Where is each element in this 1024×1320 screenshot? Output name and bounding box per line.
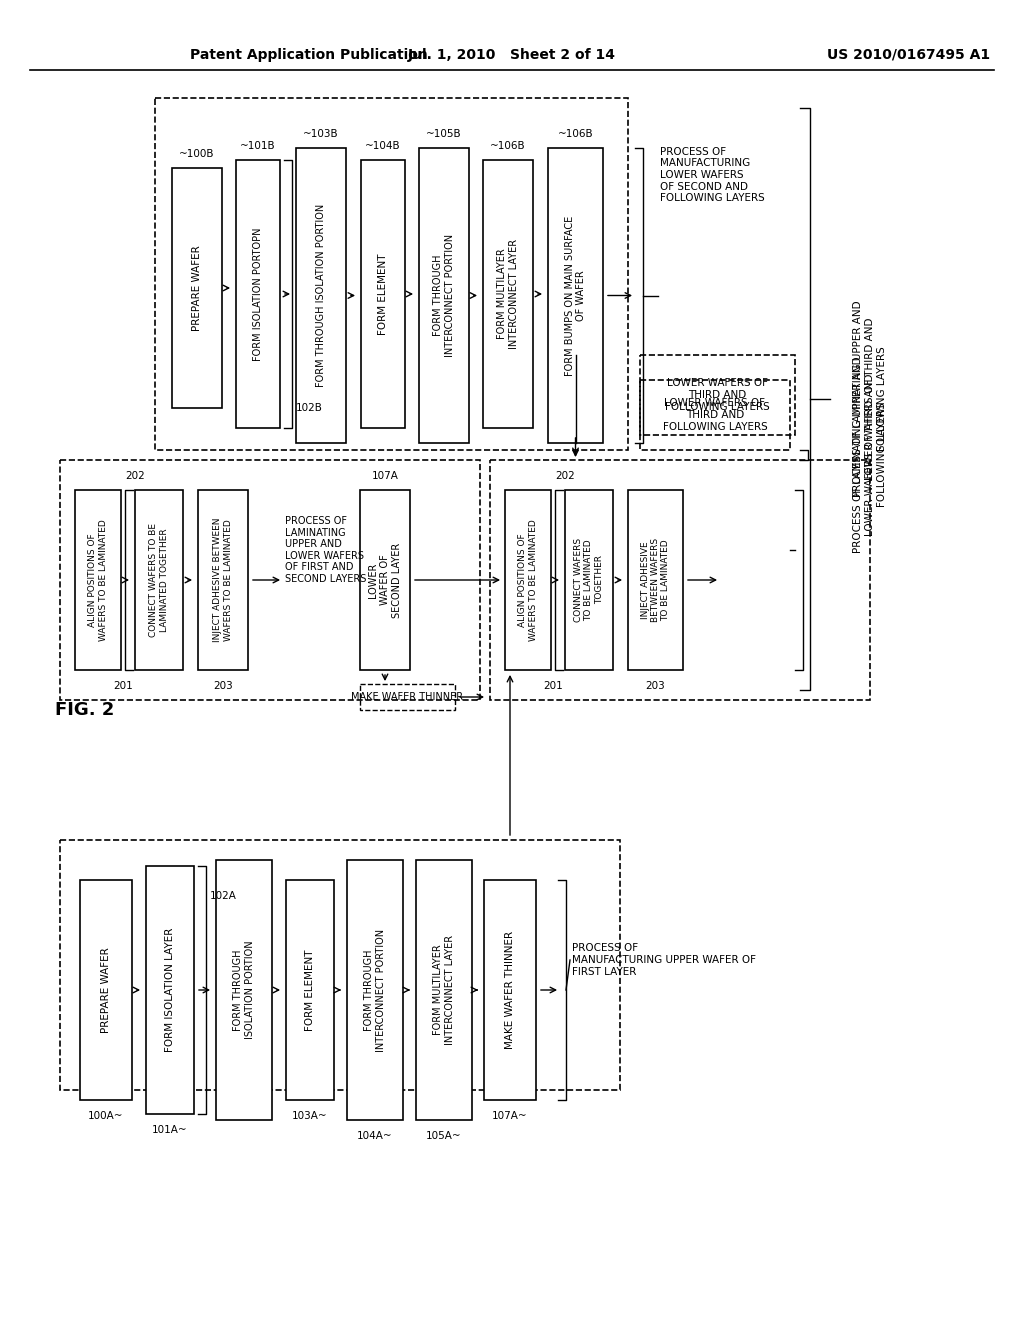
Bar (198, 490, 248, 671)
Text: 202: 202 (125, 471, 144, 480)
Text: FORM MULTILAYER
INTERCONNECT LAYER: FORM MULTILAYER INTERCONNECT LAYER (433, 935, 455, 1045)
Bar (565, 490, 613, 671)
Text: FORM THROUGH
INTERCONNECT PORTION: FORM THROUGH INTERCONNECT PORTION (433, 234, 455, 358)
Bar (416, 861, 472, 1119)
Text: ~104B: ~104B (366, 141, 400, 150)
Text: 107A: 107A (372, 471, 398, 480)
Text: US 2010/0167495 A1: US 2010/0167495 A1 (826, 48, 990, 62)
Text: 201: 201 (114, 681, 133, 690)
Text: ALIGN POSITIONS OF
WAFERS TO BE LAMINATED: ALIGN POSITIONS OF WAFERS TO BE LAMINATE… (518, 519, 538, 642)
Bar (548, 148, 603, 444)
Bar (361, 160, 406, 428)
Text: INJECT ADHESIVE BETWEEN
WAFERS TO BE LAMINATED: INJECT ADHESIVE BETWEEN WAFERS TO BE LAM… (213, 517, 232, 643)
Text: FORM THROUGH
ISOLATION PORTION: FORM THROUGH ISOLATION PORTION (233, 941, 255, 1039)
Text: 101A~: 101A~ (153, 1125, 187, 1135)
Bar (505, 490, 551, 671)
Bar (347, 861, 403, 1119)
Bar (172, 168, 222, 408)
Text: ~106B: ~106B (558, 129, 593, 139)
Bar (360, 490, 410, 671)
Text: FIG. 2: FIG. 2 (55, 701, 115, 719)
Text: INJECT ADHESIVE
BETWEEN WAFERS
TO BE LAMINATED: INJECT ADHESIVE BETWEEN WAFERS TO BE LAM… (641, 539, 671, 622)
Text: 201: 201 (544, 681, 563, 690)
Text: MAKE WAFER THINNER: MAKE WAFER THINNER (505, 931, 515, 1049)
Text: 107A~: 107A~ (493, 1111, 527, 1121)
Bar (490, 459, 870, 700)
Text: Patent Application Publication: Patent Application Publication (190, 48, 428, 62)
Text: 100A~: 100A~ (88, 1111, 124, 1121)
Bar (135, 490, 183, 671)
Text: FORM ELEMENT: FORM ELEMENT (305, 949, 315, 1031)
Text: PROCESS OF
MANUFACTURING
LOWER WAFERS
OF SECOND AND
FOLLOWING LAYERS: PROCESS OF MANUFACTURING LOWER WAFERS OF… (660, 147, 765, 203)
Bar (216, 861, 272, 1119)
Text: FORM ISOLATION LAYER: FORM ISOLATION LAYER (165, 928, 175, 1052)
Text: FORM ISOLATION PORTOPN: FORM ISOLATION PORTOPN (253, 227, 263, 360)
Bar (419, 148, 469, 444)
Bar (640, 380, 790, 450)
Text: ~103B: ~103B (303, 129, 339, 139)
Bar (60, 459, 480, 700)
Bar (640, 355, 795, 436)
Text: Jul. 1, 2010   Sheet 2 of 14: Jul. 1, 2010 Sheet 2 of 14 (408, 48, 616, 62)
Text: PROCESS OF
LAMINATING
UPPER AND
LOWER WAFERS
OF FIRST AND
SECOND LAYERS: PROCESS OF LAMINATING UPPER AND LOWER WA… (285, 516, 367, 583)
Bar (628, 490, 683, 671)
Text: ALIGN POSITIONS OF
WAFERS TO BE LAMINATED: ALIGN POSITIONS OF WAFERS TO BE LAMINATE… (88, 519, 108, 642)
Bar (146, 866, 194, 1114)
Bar (155, 98, 628, 450)
Text: PROCESS OF LAMINATING UPPER AND
LOWER WAFERS OF THIRD AND
FOLLOWING LAYERS: PROCESS OF LAMINATING UPPER AND LOWER WA… (853, 301, 887, 498)
Text: PROCESS OF LAMINATING UPPER AND
LOWER WAFERS OF THIRD AND
FOLLOWING LAYERS: PROCESS OF LAMINATING UPPER AND LOWER WA… (853, 356, 887, 553)
Text: ~101B: ~101B (241, 141, 275, 150)
Bar (75, 490, 121, 671)
Bar (484, 880, 536, 1100)
Text: CONNECT WAFERS TO BE
LAMINATED TOGETHER: CONNECT WAFERS TO BE LAMINATED TOGETHER (150, 523, 169, 638)
Text: FORM ELEMENT: FORM ELEMENT (378, 253, 388, 335)
Text: FORM BUMPS ON MAIN SURFACE
OF WAFER: FORM BUMPS ON MAIN SURFACE OF WAFER (564, 215, 587, 376)
Bar (80, 880, 132, 1100)
Text: ~105B: ~105B (426, 129, 462, 139)
Text: 102B: 102B (296, 403, 323, 413)
Bar (296, 148, 346, 444)
Text: CONNECT WAFERS
TO BE LAMINATED
TOGETHER: CONNECT WAFERS TO BE LAMINATED TOGETHER (574, 539, 604, 622)
Bar (286, 880, 334, 1100)
Text: FORM MULTILAYER
INTERCONNECT LAYER: FORM MULTILAYER INTERCONNECT LAYER (498, 239, 519, 348)
Text: FORM THROUGH
INTERCONNECT PORTION: FORM THROUGH INTERCONNECT PORTION (365, 928, 386, 1052)
Text: LOWER
WAFER OF
SECOND LAYER: LOWER WAFER OF SECOND LAYER (369, 543, 401, 618)
Text: 104A~: 104A~ (357, 1131, 393, 1140)
Text: 203: 203 (213, 681, 232, 690)
Text: PREPARE WAFER: PREPARE WAFER (101, 948, 111, 1032)
Text: FORM THROUGH ISOLATION PORTION: FORM THROUGH ISOLATION PORTION (316, 203, 326, 387)
Text: PREPARE WAFER: PREPARE WAFER (193, 246, 202, 331)
Text: PROCESS OF
MANUFACTURING UPPER WAFER OF
FIRST LAYER: PROCESS OF MANUFACTURING UPPER WAFER OF … (572, 944, 756, 977)
Text: MAKE WAFER THINNER: MAKE WAFER THINNER (351, 692, 464, 702)
Bar (360, 684, 455, 710)
Text: 103A~: 103A~ (292, 1111, 328, 1121)
Text: 202: 202 (555, 471, 574, 480)
Text: LOWER WAFERS OF
THIRD AND
FOLLOWING LAYERS: LOWER WAFERS OF THIRD AND FOLLOWING LAYE… (666, 379, 770, 412)
Text: LOWER WAFERS OF
THIRD AND
FOLLOWING LAYERS: LOWER WAFERS OF THIRD AND FOLLOWING LAYE… (663, 399, 767, 432)
Text: 105A~: 105A~ (426, 1131, 462, 1140)
Bar (236, 160, 280, 428)
Text: 203: 203 (645, 681, 666, 690)
Text: ~100B: ~100B (179, 149, 215, 158)
Text: 102A: 102A (210, 891, 237, 902)
Text: ~106B: ~106B (490, 141, 525, 150)
Bar (483, 160, 534, 428)
Bar (60, 840, 620, 1090)
